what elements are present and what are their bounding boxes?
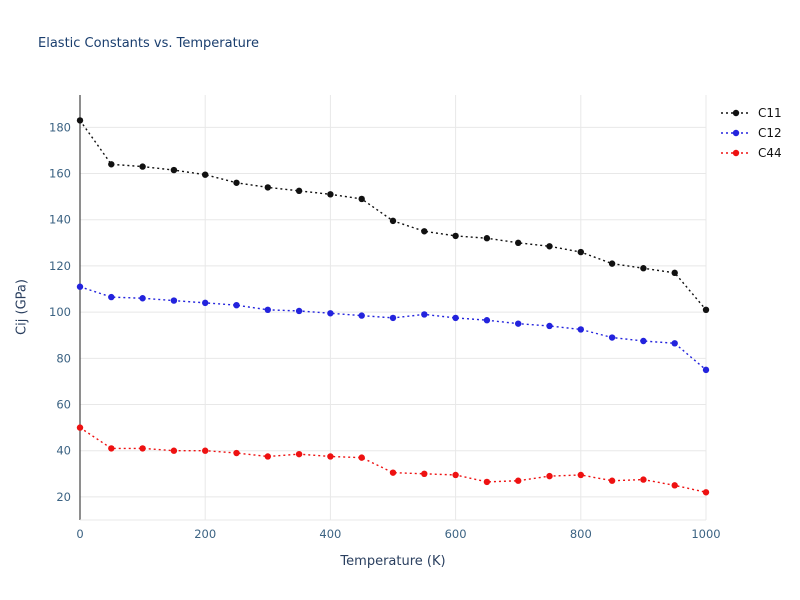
data-point-C12 [295,307,303,315]
legend-marker-C11 [721,109,751,117]
data-point-C11 [702,306,710,314]
legend-marker-C44 [721,149,751,157]
data-point-C11 [170,166,178,174]
y-tick-label: 140 [49,213,71,227]
data-point-C44 [295,450,303,458]
data-point-C44 [202,447,209,454]
data-point-C44 [170,447,178,454]
data-point-C11 [327,191,334,198]
y-tick-label: 40 [56,444,71,458]
data-point-C12 [577,326,584,333]
y-tick-label: 120 [49,259,71,273]
data-point-C11 [295,187,303,195]
data-point-C12 [264,306,271,314]
y-tick-label: 160 [49,167,71,181]
legend-label: C44 [758,146,782,160]
data-point-C12 [76,283,84,290]
series-line-C44 [79,427,707,493]
y-tick-label: 60 [56,398,71,412]
legend-item-C44[interactable]: C44 [720,146,782,160]
y-tick-label: 100 [49,305,71,319]
data-point-C12 [389,314,397,322]
legend-item-C11[interactable]: C11 [720,106,782,120]
data-point-C11 [483,235,491,242]
data-point-C44 [233,449,240,457]
data-point-C12 [170,297,178,304]
data-point-C12 [108,293,115,301]
data-point-C11 [671,269,678,277]
data-point-C11 [108,161,115,168]
data-point-C11 [233,179,240,186]
data-point-C12 [483,317,491,324]
data-point-C44 [108,445,115,452]
data-point-C44 [452,471,459,479]
x-tick-label: 1000 [691,527,720,541]
data-point-C44 [389,469,397,476]
data-point-C11 [452,232,459,240]
legend-label: C11 [758,106,782,120]
y-tick-label: 180 [49,120,71,134]
x-tick-label: 400 [319,527,341,541]
data-point-C44 [577,471,584,479]
data-point-C12 [640,337,647,345]
data-point-C44 [702,489,710,496]
data-point-C11 [358,195,365,203]
y-tick-label: 20 [56,490,71,504]
data-point-C44 [671,482,678,489]
data-point-C44 [358,454,365,461]
data-point-C12 [452,314,459,322]
legend-marker-C12 [721,129,751,137]
data-point-C11 [608,260,616,267]
data-point-C11 [515,239,522,247]
data-point-C44 [76,424,84,431]
chart-title: Elastic Constants vs. Temperature [38,36,259,51]
y-tick-label: 80 [56,351,71,365]
x-tick-label: 200 [194,527,216,541]
data-point-C44 [515,477,522,484]
data-point-C44 [546,472,553,480]
data-point-C12 [233,301,240,309]
data-point-C11 [389,217,397,225]
data-point-C12 [608,334,616,341]
x-tick-label: 600 [445,527,467,541]
data-point-C11 [546,243,553,250]
data-point-C44 [264,453,271,460]
data-point-C11 [76,117,84,124]
series-line-C11 [79,120,707,311]
data-point-C11 [640,265,647,272]
data-point-C12 [702,366,710,374]
x-tick-label: 800 [570,527,592,541]
data-point-C12 [358,312,365,319]
data-point-C11 [577,248,584,256]
y-axis-label: Cij (GPa) [14,279,30,335]
legend: C11 C12 C44 [720,106,782,160]
data-point-C44 [608,477,616,484]
data-point-C12 [546,322,553,330]
data-point-C11 [264,184,271,191]
data-point-C12 [671,340,678,347]
legend-label: C12 [758,126,782,140]
data-point-C44 [327,453,334,460]
x-axis-label: Temperature (K) [340,554,446,569]
data-point-C44 [483,478,491,486]
data-point-C44 [139,445,146,452]
data-point-C12 [421,311,428,318]
data-point-C11 [202,171,209,178]
data-point-C44 [640,476,647,483]
x-tick-label: 0 [76,527,83,541]
data-point-C11 [139,163,146,170]
data-point-C11 [421,228,428,235]
data-point-C44 [421,470,428,478]
legend-item-C12[interactable]: C12 [720,126,782,140]
data-point-C12 [327,310,334,317]
data-point-C12 [515,320,522,327]
data-point-C12 [202,299,209,307]
data-point-C12 [139,295,146,302]
